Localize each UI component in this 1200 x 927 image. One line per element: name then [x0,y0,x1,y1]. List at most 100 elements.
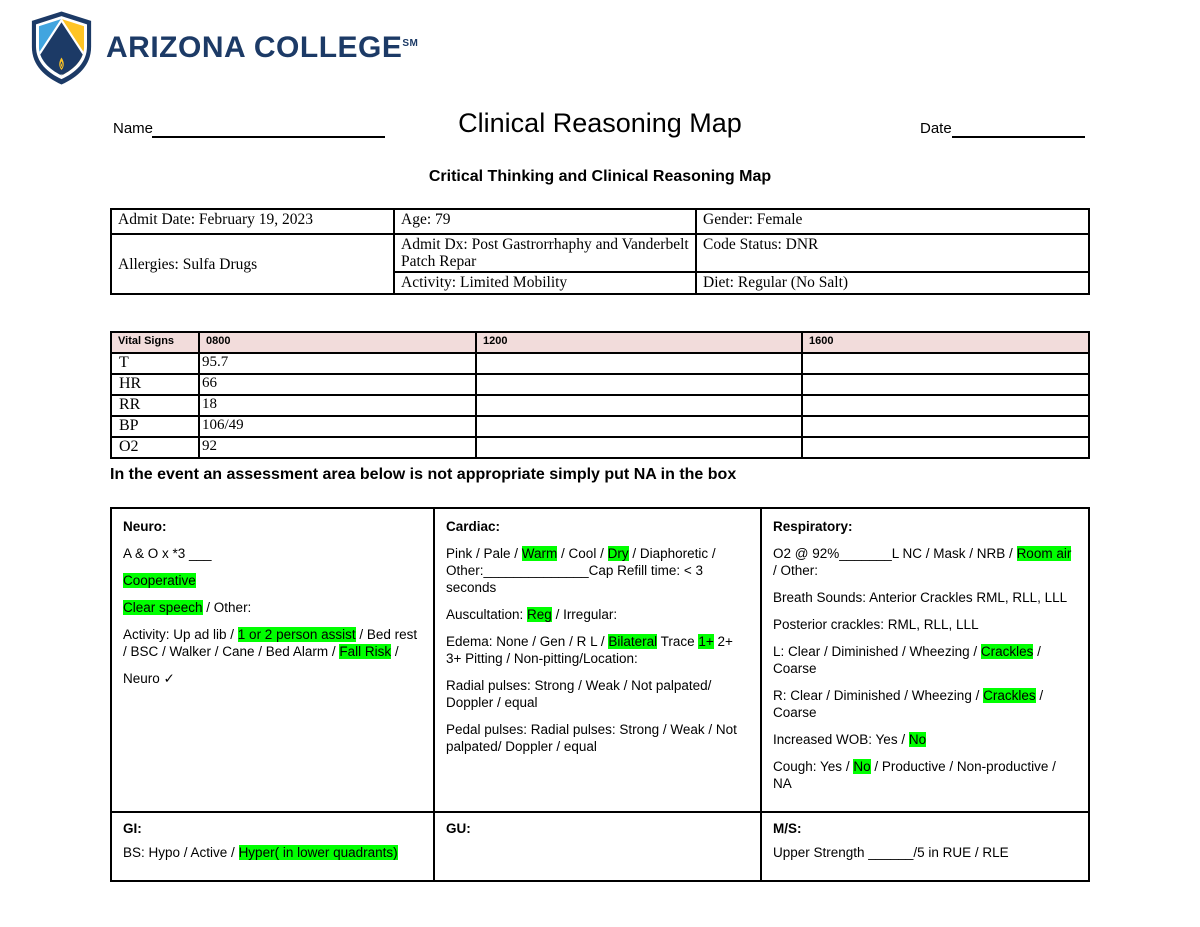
text-segment: Trace [657,634,699,649]
highlighted-text: Clear speech [123,600,203,615]
vital-value: 106/49 [198,415,477,438]
text-segment: / Bed rest / BSC / Walker / Cane / Bed A… [123,627,418,659]
assessment-paragraph: A & O x *3 ___ [123,545,422,562]
assessment-paragraph: L: Clear / Diminished / Wheezing / Crack… [773,643,1077,677]
respiratory-title: Respiratory: [773,519,853,534]
admit-info-table: Admit Date: February 19, 2023 Age: 79 Ge… [110,208,1090,296]
shield-logo-icon [31,11,92,85]
logo-text: ARIZONA COLLEGE [106,31,403,64]
assessment-paragraph: Neuro ✓ [123,670,422,687]
gu-title: GU: [446,821,471,836]
vital-value [801,436,1090,459]
age-cell: Age: 79 [393,208,697,235]
vitals-header-1600: 1600 [801,331,1090,354]
text-segment: Increased WOB: Yes / [773,732,909,747]
arizona-college-logo: ARIZONA COLLEGESM [30,10,418,86]
text-segment: / Other: [773,563,819,578]
text-segment: / [391,644,399,659]
gi-cell: GI: BS: Hypo / Active / Hyper( in lower q… [110,811,435,882]
activity-cell: Activity: Limited Mobility [393,271,697,296]
diet-cell: Diet: Regular (No Salt) [695,271,1090,296]
text-segment: / Coarse [773,688,1044,720]
admit-date-cell: Admit Date: February 19, 2023 [110,208,395,235]
vital-value [475,352,803,375]
text-segment: / Productive / Non-productive / NA [773,759,1056,791]
gender-cell: Gender: Female [695,208,1090,235]
text-segment: Auscultation: [446,607,528,622]
ms-cell: M/S: Upper Strength ______/5 in RUE / RLE [760,811,1090,882]
assessment-paragraph: Pink / Pale / Warm / Cool / Dry / Diapho… [446,545,749,596]
allergies-cell: Allergies: Sulfa Drugs [110,232,395,296]
name-blank-line [152,136,385,138]
vital-value: 95.7 [198,352,477,375]
admit-dx-cell: Admit Dx: Post Gastrorrhaphy and Vanderb… [393,232,697,274]
text-segment: / Diaphoretic / Other:______________Cap … [446,546,716,595]
table-row: Activity: Limited Mobility Diet: Regular… [111,271,1090,296]
vital-label-rr: RR [110,394,200,417]
text-segment: Activity: Up ad lib / [123,627,238,642]
neuro-title: Neuro: [123,519,167,534]
instruction-text: In the event an assessment area below is… [110,466,737,483]
gi-title: GI: [123,821,142,836]
neuro-cell: Neuro: A & O x *3 ___ Cooperative Clear spe… [110,507,435,813]
cardiac-cell: Cardiac: Pink / Pale / Warm / Cool / Dry … [433,507,762,813]
gu-cell: GU: [433,811,762,882]
respiratory-cell: Respiratory: O2 @ 92%_______L NC / Mask /… [760,507,1090,813]
assessment-paragraph: BS: Hypo / Active / Hyper( in lower quad… [123,844,422,861]
assessment-paragraph: Upper Strength ______/5 in RUE / RLE [773,844,1077,861]
table-row: RR 18 [110,394,1090,417]
table-header-row: Vital Signs 0800 1200 1600 [110,331,1090,354]
highlighted-text: Bilateral [608,634,658,649]
table-row: T 95.7 [110,352,1090,375]
vital-value [801,373,1090,396]
highlighted-text: Fall Risk [339,644,392,659]
assessment-table: Neuro: A & O x *3 ___ Cooperative Clear spe… [110,507,1090,882]
text-segment: / Cool / [557,546,608,561]
assessment-paragraph: Auscultation: Reg / Irregular: [446,606,749,623]
assessment-paragraph: R: Clear / Diminished / Wheezing / Crack… [773,687,1077,721]
text-segment: / Coarse [773,644,1041,676]
assessment-paragraph: Pedal pulses: Radial pulses: Strong / We… [446,721,749,755]
text-segment: / Other: [202,600,252,615]
highlighted-text: Cooperative [123,573,196,588]
logo-trademark: SM [402,38,419,49]
highlighted-text: Hyper( in lower quadrants) [238,845,398,860]
highlighted-text: Crackles [983,688,1036,703]
assessment-paragraph: Activity: Up ad lib / 1 or 2 person assi… [123,626,422,660]
ms-title: M/S: [773,821,802,836]
vital-label-hr: HR [110,373,200,396]
assessment-paragraph: Cooperative [123,572,422,589]
page-title: Clinical Reasoning Map [458,108,742,138]
highlighted-text: Warm [521,546,558,561]
assessment-paragraph: Breath Sounds: Anterior Crackles RML, RL… [773,589,1077,606]
text-segment: Pedal pulses: Radial pulses: Strong / We… [446,722,737,754]
highlighted-text: Dry [607,546,629,561]
text-segment: Upper Strength ______/5 in RUE / RLE [773,845,1009,860]
vital-label-bp: BP [110,415,200,438]
table-row: GI: BS: Hypo / Active / Hyper( in lower q… [110,811,1090,882]
highlighted-text: Room air [1016,546,1072,561]
text-segment: Edema: None / Gen / R L / [446,634,609,649]
highlighted-text: 1 or 2 person assist [237,627,356,642]
text-segment: 2+ 3+ Pitting / Non-pitting/Location: [446,634,733,666]
text-segment: A & O x *3 ___ [123,546,212,561]
text-segment: Breath Sounds: Anterior Crackles RML, RL… [773,590,1068,605]
assessment-paragraph: O2 @ 92%_______L NC / Mask / NRB / Room … [773,545,1077,579]
assessment-paragraph: Edema: None / Gen / R L / Bilateral Trac… [446,633,749,667]
table-row: Neuro: A & O x *3 ___ Cooperative Clear spe… [110,507,1090,813]
table-row: Admit Date: February 19, 2023 Age: 79 Ge… [110,208,1090,235]
assessment-paragraph: Cough: Yes / No / Productive / Non-produ… [773,758,1077,792]
vital-value [475,373,803,396]
text-segment: Neuro ✓ [123,671,175,686]
vital-value [801,352,1090,375]
text-segment: Radial pulses: Strong / Weak / Not palpa… [446,678,712,710]
vital-value [475,394,803,417]
vital-value: 18 [198,394,477,417]
assessment-paragraph: Clear speech / Other: [123,599,422,616]
vitals-header-0800: 0800 [198,331,477,354]
vitals-header-label: Vital Signs [110,331,200,354]
table-row: HR 66 [110,373,1090,396]
vital-label-o2: O2 [110,436,200,459]
vital-value: 66 [198,373,477,396]
